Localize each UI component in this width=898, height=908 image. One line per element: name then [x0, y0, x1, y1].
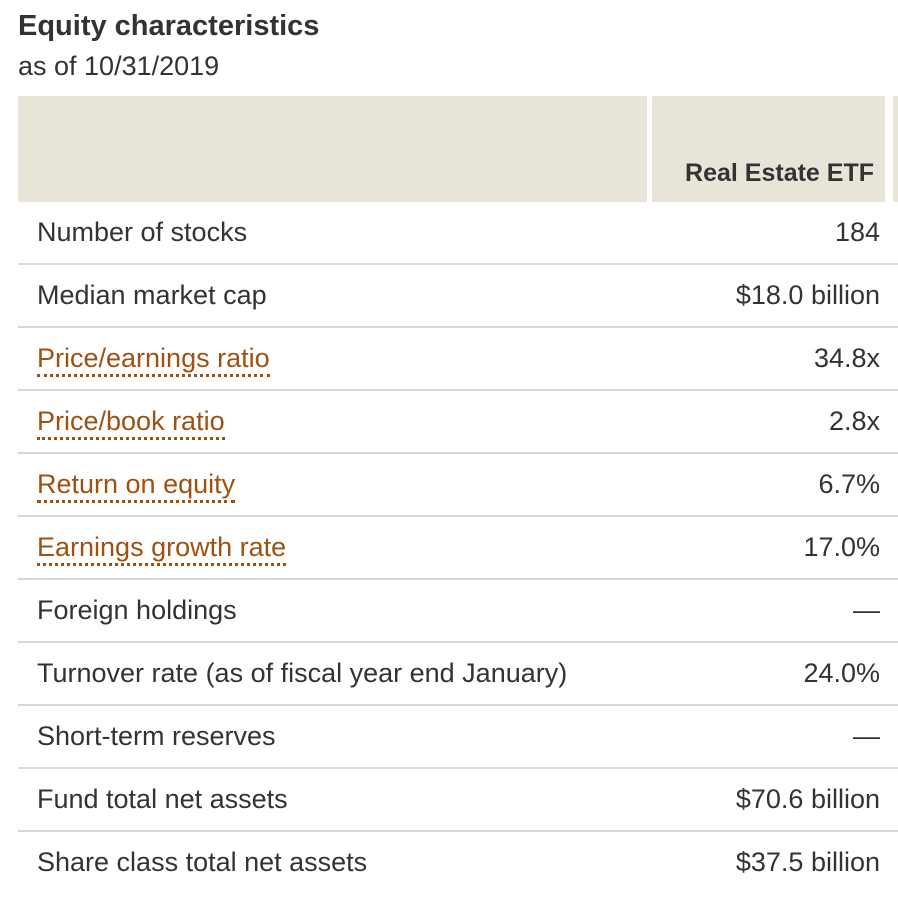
truncated-next-column-cell — [885, 265, 898, 329]
metric-label-cell: Price/book ratio — [18, 391, 647, 455]
metric-label-cell: Return on equity — [18, 454, 647, 518]
truncated-next-column-cell — [885, 391, 898, 455]
metric-label-cell: Price/earnings ratio — [18, 328, 647, 392]
truncated-next-column-cell — [885, 580, 898, 644]
metric-value-cell: 17.0% — [647, 517, 885, 581]
metric-label-cell: Number of stocks — [18, 202, 647, 266]
metric-label-cell: Share class total net assets — [37, 847, 368, 878]
truncated-next-column-cell — [885, 706, 898, 770]
table-row: Share class total net assets $37.5 billio… — [18, 832, 898, 893]
metric-label-cell: Turnover rate (as of fiscal year end Jan… — [18, 643, 647, 707]
truncated-next-column-cell — [885, 454, 898, 518]
table-row: Short-term reserves — — [18, 706, 898, 770]
header-next-column-truncated — [885, 96, 898, 203]
table-body: Number of stocks 184 Median market cap $18.… — [18, 202, 898, 893]
glossary-term-link[interactable]: Return on equity — [37, 469, 236, 504]
metric-value-cell: 2.8x — [647, 391, 885, 455]
as-of-date: as of 10/31/2019 — [18, 51, 220, 82]
metric-value-cell: $37.5 billion — [735, 847, 880, 878]
table-row: Price/book ratio 2.8x — [18, 391, 898, 455]
metric-value-cell: — — [647, 706, 885, 770]
truncated-next-column-cell — [885, 643, 898, 707]
metric-value-cell: 34.8x — [647, 328, 885, 392]
table-row: Earnings growth rate 17.0% — [18, 517, 898, 581]
table-row: Turnover rate (as of fiscal year end Jan… — [18, 643, 898, 707]
metric-label-cell: Median market cap — [18, 265, 647, 329]
truncated-next-column-cell — [885, 328, 898, 392]
metric-label-cell: Fund total net assets — [18, 769, 647, 833]
metric-value-cell: 184 — [647, 202, 885, 266]
section-title: Equity characteristics — [18, 10, 320, 42]
metric-value-cell: 24.0% — [647, 643, 885, 707]
metric-value-cell: $70.6 billion — [647, 769, 885, 833]
metric-value-cell: — — [647, 580, 885, 644]
table-row: Return on equity 6.7% — [18, 454, 898, 518]
truncated-next-column-cell — [885, 769, 898, 833]
truncated-next-column-cell — [885, 202, 898, 266]
metric-value-cell: 6.7% — [647, 454, 885, 518]
table-row: Median market cap $18.0 billion — [18, 265, 898, 329]
metric-label-cell: Foreign holdings — [18, 580, 647, 644]
table-header-row: Real Estate ETF — [18, 96, 898, 203]
truncated-next-column-cell — [885, 832, 898, 893]
truncated-next-column-cell — [885, 517, 898, 581]
metric-label-cell: Short-term reserves — [18, 706, 647, 770]
glossary-term-link[interactable]: Price/book ratio — [37, 406, 225, 441]
table-row: Fund total net assets $70.6 billion — [18, 769, 898, 833]
glossary-term-link[interactable]: Earnings growth rate — [37, 532, 287, 567]
table-row: Foreign holdings — — [18, 580, 898, 644]
metric-label-cell: Earnings growth rate — [18, 517, 647, 581]
table-row: Number of stocks 184 — [18, 202, 898, 266]
header-empty-cell — [18, 96, 647, 203]
table-row: Price/earnings ratio 34.8x — [18, 328, 898, 392]
metric-value-cell: $18.0 billion — [647, 265, 885, 329]
equity-characteristics-table: Real Estate ETF Number of stocks 184 Media… — [18, 96, 898, 893]
header-fund-name: Real Estate ETF — [647, 96, 885, 203]
glossary-term-link[interactable]: Price/earnings ratio — [37, 343, 270, 378]
